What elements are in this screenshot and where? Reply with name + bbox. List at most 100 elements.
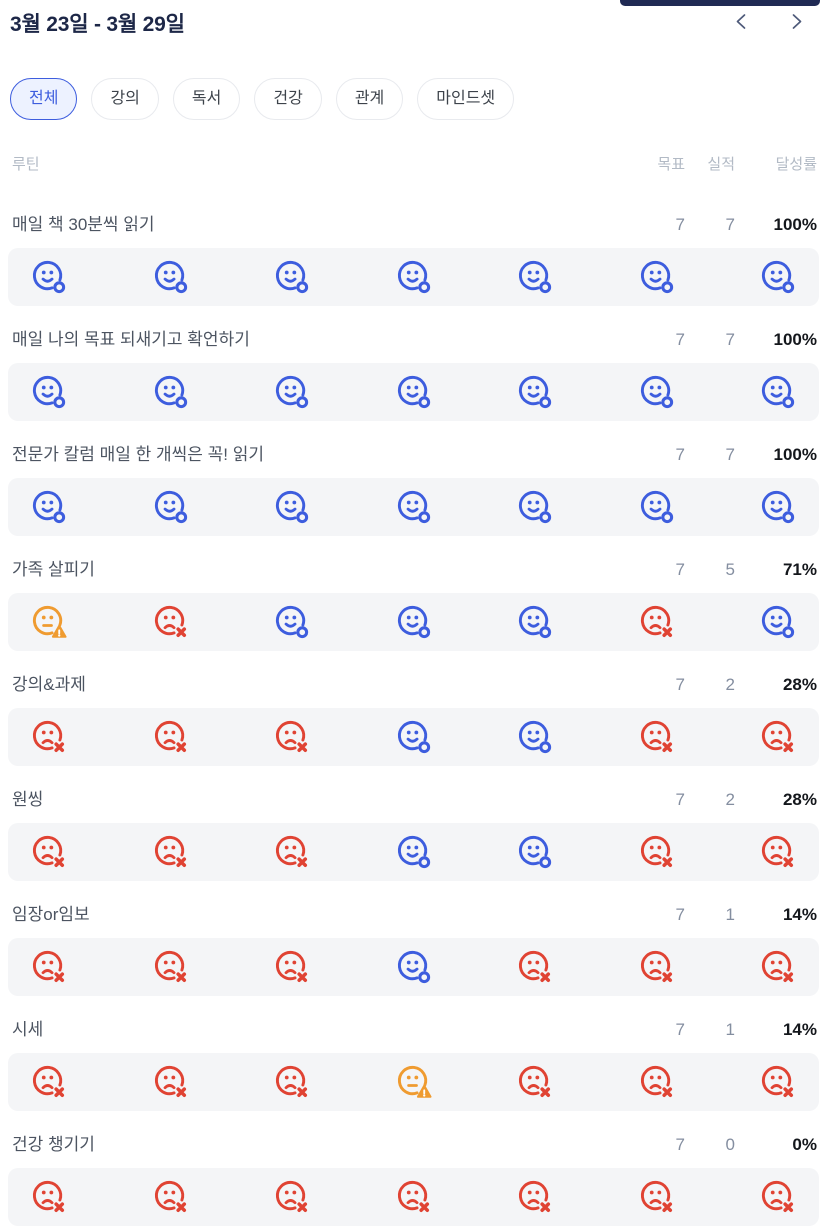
table-header: 루틴 목표 실적 달성률 xyxy=(8,153,819,174)
routine-row: 강의&과제 7 2 28% xyxy=(8,670,819,766)
success-emoji-icon xyxy=(519,491,552,524)
fail-emoji-icon xyxy=(276,836,308,868)
week-navigation xyxy=(731,11,807,31)
routine-row: 원씽 7 2 28% xyxy=(8,785,819,881)
success-emoji-icon xyxy=(154,261,187,294)
filter-chip-label: 마인드셋 xyxy=(436,90,496,107)
fail-emoji-icon xyxy=(640,951,672,983)
fail-emoji-icon xyxy=(154,606,186,638)
filter-chip-all[interactable]: 전체 xyxy=(10,78,78,120)
success-emoji-icon xyxy=(397,491,430,524)
routine-row: 건강 챙기기 7 0 0% xyxy=(8,1130,819,1226)
filter-chip-label: 관계 xyxy=(354,90,385,107)
routine-row: 시세 7 1 14% xyxy=(8,1015,819,1111)
actual-value: 7 xyxy=(725,215,735,234)
routine-row: 가족 살피기 7 5 71% xyxy=(8,555,819,651)
filter-chip-lecture[interactable]: 강의 xyxy=(91,78,159,120)
fail-emoji-icon xyxy=(762,951,794,983)
routine-row: 전문가 칼럼 매일 한 개씩은 꼭! 읽기 7 7 100% xyxy=(8,440,819,536)
fail-emoji-icon xyxy=(640,606,672,638)
goal-value: 7 xyxy=(675,445,685,464)
filter-chip-health[interactable]: 건강 xyxy=(254,78,322,120)
routine-name: 임장or임보 xyxy=(12,905,90,924)
routine-row: 매일 책 30분씩 읽기 7 7 100% xyxy=(8,210,819,306)
report-header: 3월 23일 - 3월 29일 xyxy=(8,0,819,38)
day-strip xyxy=(8,593,819,651)
fail-emoji-icon xyxy=(640,1066,672,1098)
routine-name: 전문가 칼럼 매일 한 개씩은 꼭! 읽기 xyxy=(12,445,265,464)
goal-value: 7 xyxy=(675,790,685,809)
actual-value: 0 xyxy=(725,1135,735,1154)
filter-chip-mindset[interactable]: 마인드셋 xyxy=(417,78,515,120)
prev-week-button[interactable] xyxy=(731,11,751,31)
filter-chip-relation[interactable]: 관계 xyxy=(335,78,404,120)
fail-emoji-icon xyxy=(33,1181,65,1213)
goal-value: 7 xyxy=(675,1020,685,1039)
success-emoji-icon xyxy=(154,491,187,524)
filter-chips: 전체 강의 독서 건강 관계 마인드셋 xyxy=(10,78,819,120)
routine-name: 매일 나의 목표 되새기고 확언하기 xyxy=(12,330,250,349)
day-strip xyxy=(8,248,819,306)
success-emoji-icon xyxy=(154,376,187,409)
success-emoji-icon xyxy=(397,261,430,294)
fail-emoji-icon xyxy=(519,1066,551,1098)
fail-emoji-icon xyxy=(397,1181,429,1213)
routine-name: 건강 챙기기 xyxy=(12,1135,95,1154)
rate-value: 71% xyxy=(782,560,817,579)
success-emoji-icon xyxy=(397,376,430,409)
fail-emoji-icon xyxy=(276,1066,308,1098)
fail-emoji-icon xyxy=(33,951,65,983)
day-strip xyxy=(8,1053,819,1111)
next-week-button[interactable] xyxy=(787,11,807,31)
fail-emoji-icon xyxy=(519,1181,551,1213)
success-emoji-icon xyxy=(276,376,309,409)
fail-emoji-icon xyxy=(154,951,186,983)
routine-row: 임장or임보 7 1 14% xyxy=(8,900,819,996)
success-emoji-icon xyxy=(33,376,66,409)
fail-emoji-icon xyxy=(762,721,794,753)
success-emoji-icon xyxy=(519,376,552,409)
filter-chip-reading[interactable]: 독서 xyxy=(172,78,241,120)
fail-emoji-icon xyxy=(762,1066,794,1098)
fail-emoji-icon xyxy=(276,1181,308,1213)
filter-chip-label: 강의 xyxy=(110,90,140,107)
routine-name: 시세 xyxy=(12,1020,44,1039)
routine-rows: 매일 책 30분씩 읽기 7 7 100% xyxy=(8,210,819,1226)
goal-value: 7 xyxy=(675,1135,685,1154)
success-emoji-icon xyxy=(640,491,673,524)
rate-value: 0% xyxy=(792,1135,817,1154)
actual-value: 2 xyxy=(725,675,735,694)
chevron-right-icon xyxy=(792,13,802,29)
success-emoji-icon xyxy=(762,491,795,524)
day-strip xyxy=(8,363,819,421)
rate-value: 100% xyxy=(773,330,817,349)
goal-value: 7 xyxy=(675,215,685,234)
success-emoji-icon xyxy=(33,491,66,524)
fail-emoji-icon xyxy=(154,721,186,753)
success-emoji-icon xyxy=(519,261,552,294)
goal-value: 7 xyxy=(675,330,685,349)
actual-value: 1 xyxy=(725,1020,735,1039)
cutoff-dark-button[interactable] xyxy=(620,0,820,6)
column-routine: 루틴 xyxy=(12,156,40,173)
actual-value: 7 xyxy=(725,330,735,349)
fail-emoji-icon xyxy=(154,1181,186,1213)
success-emoji-icon xyxy=(33,261,66,294)
column-actual: 실적 xyxy=(707,156,735,173)
success-emoji-icon xyxy=(276,491,309,524)
day-strip xyxy=(8,938,819,996)
fail-emoji-icon xyxy=(640,836,672,868)
actual-value: 7 xyxy=(725,445,735,464)
success-emoji-icon xyxy=(640,261,673,294)
day-strip xyxy=(8,478,819,536)
goal-value: 7 xyxy=(675,675,685,694)
success-emoji-icon xyxy=(762,606,795,639)
success-emoji-icon xyxy=(276,606,309,639)
fail-emoji-icon xyxy=(33,836,65,868)
rate-value: 28% xyxy=(782,675,817,694)
success-emoji-icon xyxy=(397,836,430,869)
filter-chip-label: 독서 xyxy=(191,90,222,107)
day-strip xyxy=(8,823,819,881)
day-strip xyxy=(8,708,819,766)
